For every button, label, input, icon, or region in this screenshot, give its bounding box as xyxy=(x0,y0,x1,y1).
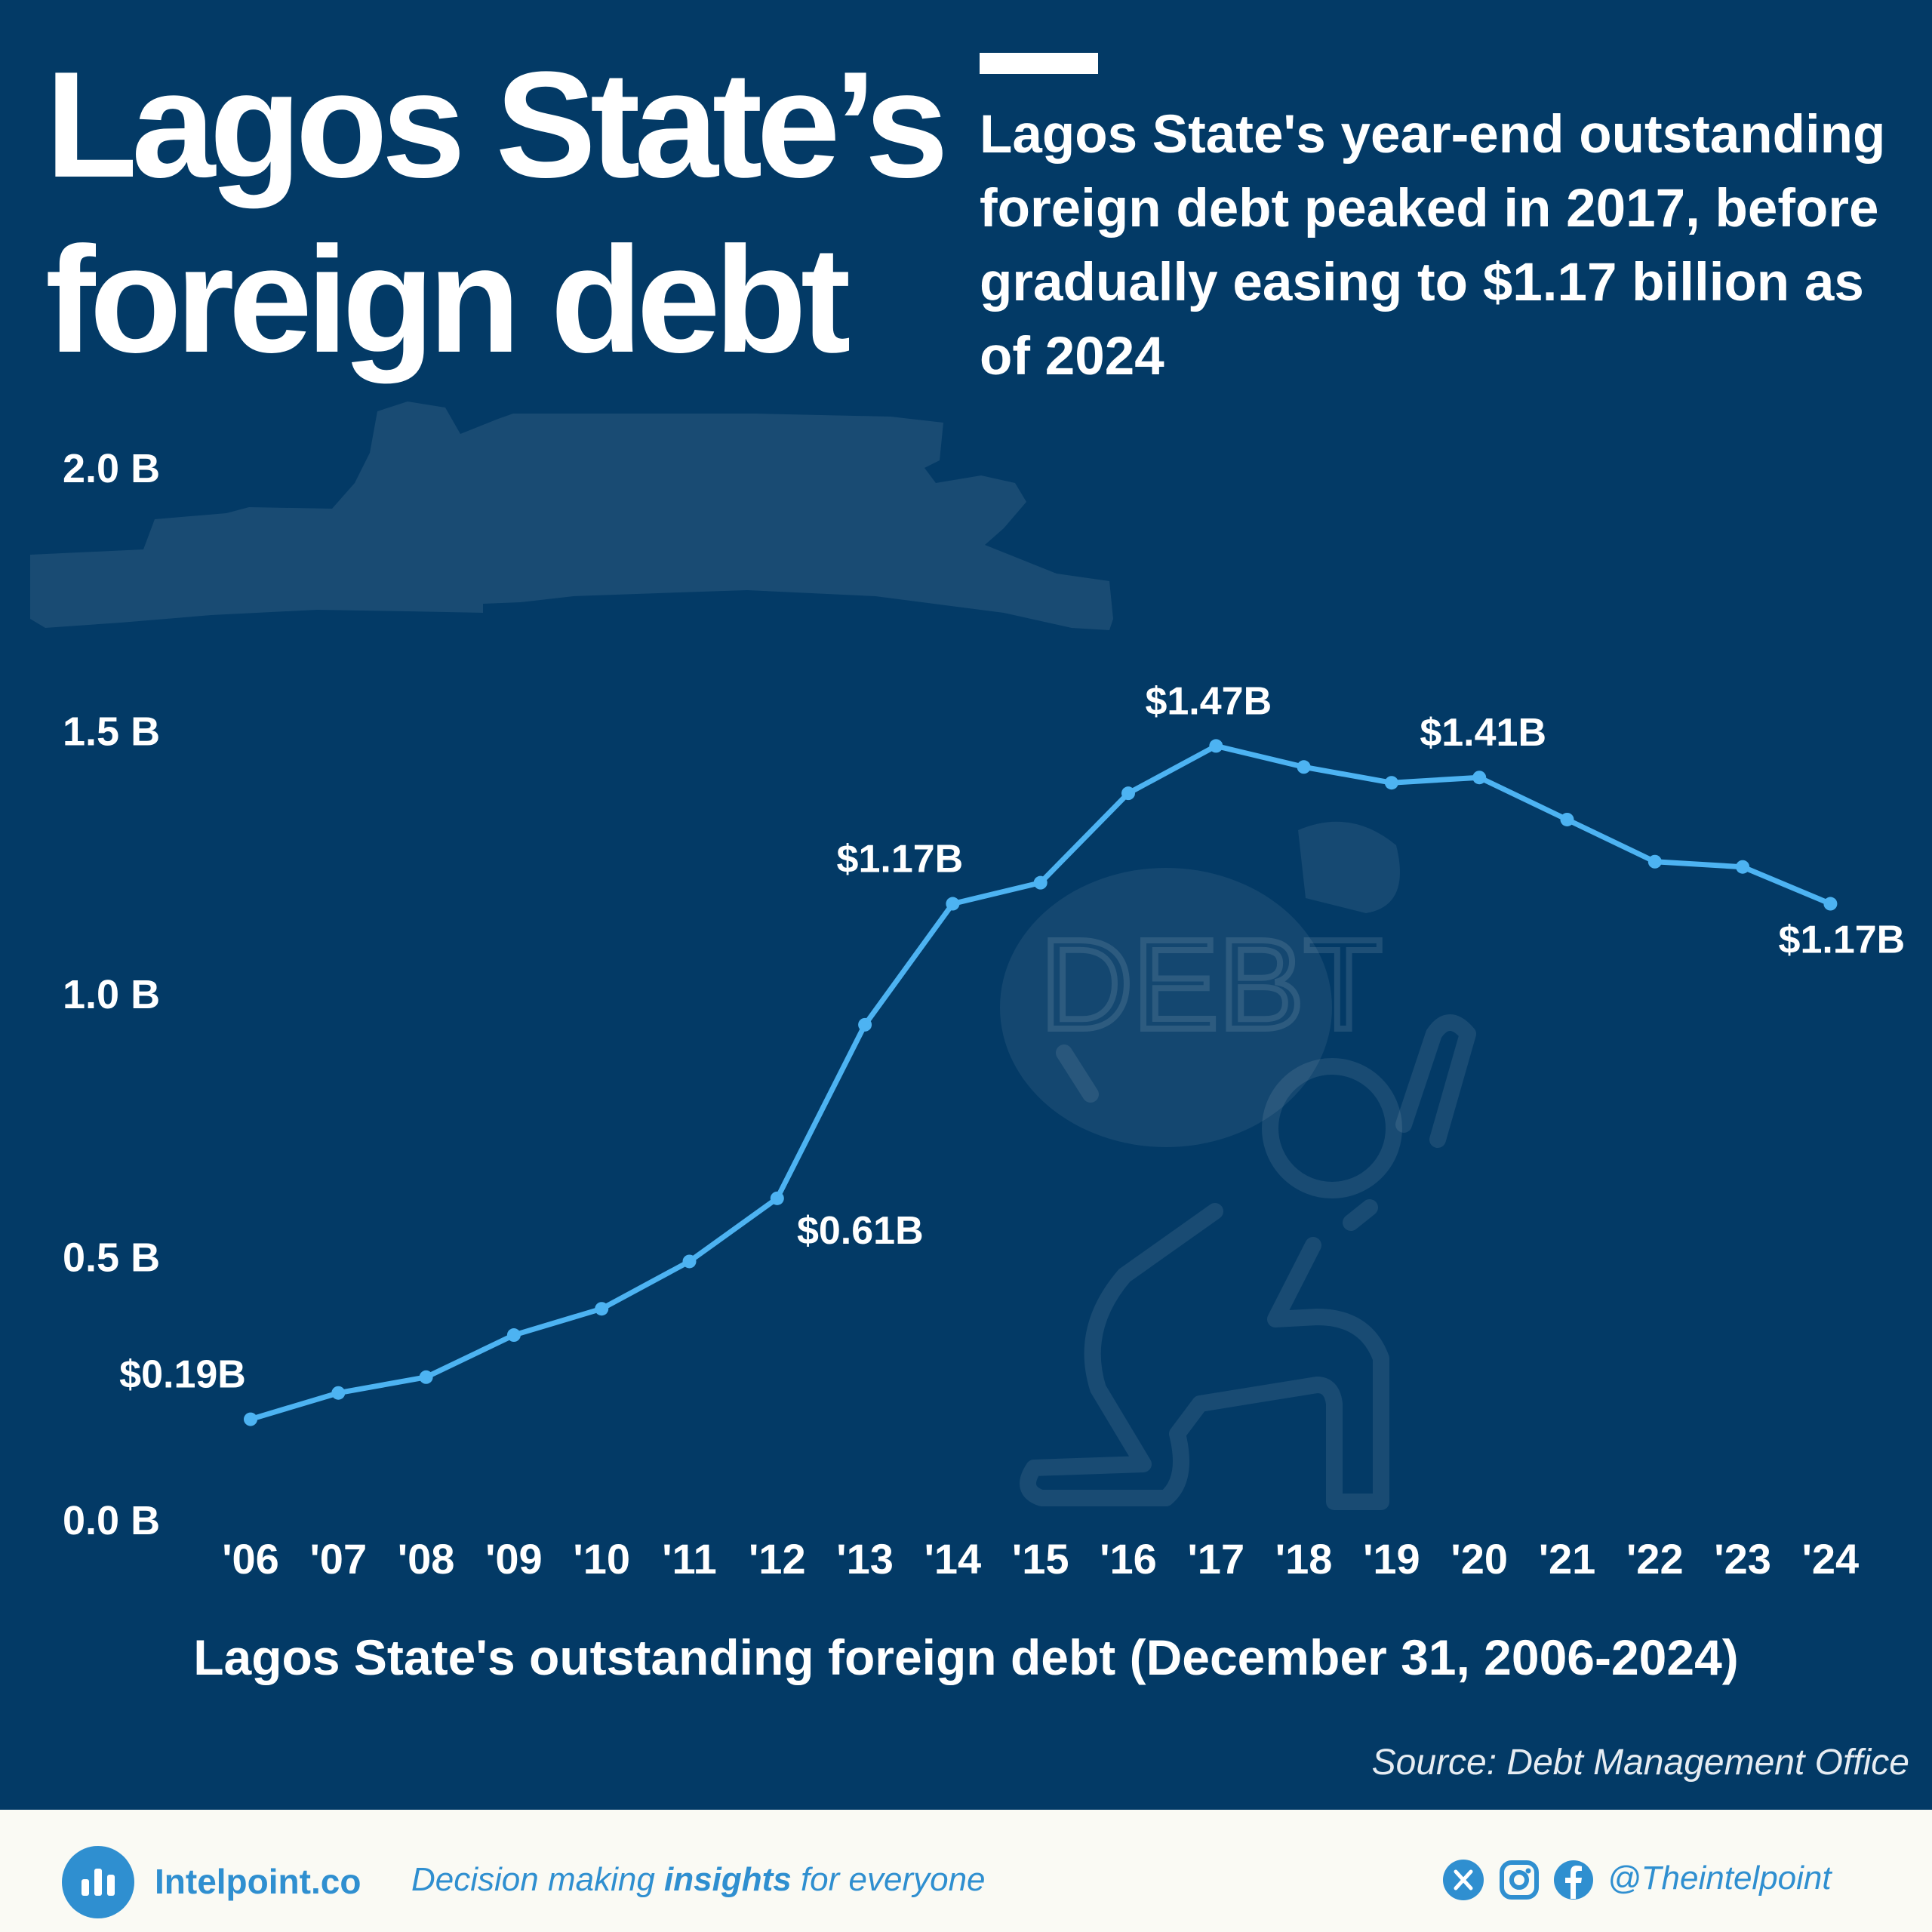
debt-bag-knot xyxy=(1298,821,1400,913)
x-tick-label: '09 xyxy=(485,1535,543,1583)
x-axis-ticks: '06 '07 '08 '09 '10 '11 '12 '13 '14 '15 '16 '17 '18 '… xyxy=(222,1535,1859,1583)
data-point xyxy=(1209,739,1223,753)
x-tick-label: '22 xyxy=(1626,1535,1684,1583)
debt-bag-illustration xyxy=(1000,821,1476,1510)
data-point xyxy=(1033,875,1048,890)
carrier-arm-right xyxy=(1343,1014,1476,1231)
x-tick-label: '17 xyxy=(1187,1535,1244,1583)
data-point xyxy=(682,1254,697,1269)
x-tick-label: '16 xyxy=(1100,1535,1157,1583)
facebook-icon[interactable] xyxy=(1553,1860,1594,1900)
data-point xyxy=(1736,860,1750,874)
title-line-1: Lagos State’s xyxy=(45,41,949,209)
x-tick-label: '21 xyxy=(1539,1535,1596,1583)
subtitle: Lagos State's year-end outstanding forei… xyxy=(980,105,1886,386)
lagos-map-silhouette xyxy=(30,401,1113,630)
data-label: $1.17B xyxy=(837,838,964,881)
carrier-head xyxy=(1262,1058,1402,1198)
data-label: $1.17B xyxy=(1779,918,1906,962)
tagline: Decision making insights for everyone xyxy=(411,1861,986,1899)
data-point xyxy=(1560,812,1574,826)
carrier-arm-left xyxy=(1056,1044,1099,1103)
instagram-icon[interactable] xyxy=(1499,1860,1540,1900)
data-labels: $0.19B $0.61B $1.17B $1.47B $1.41B $1.17B xyxy=(119,679,1905,1396)
y-tick-label: 1.5 B xyxy=(63,709,160,755)
chart: DEBT 0.0 B 0.5 B 1.0 B 1.5 B 2.0 B '06 '07 '08… xyxy=(30,401,1905,1583)
x-tick-label: '19 xyxy=(1363,1535,1420,1583)
page-title: Lagos State’s foreign debt xyxy=(45,38,951,388)
x-icon[interactable] xyxy=(1443,1860,1484,1900)
data-point xyxy=(946,897,960,911)
data-label: $1.41B xyxy=(1420,711,1546,755)
data-point xyxy=(244,1412,257,1426)
x-tick-label: '08 xyxy=(398,1535,455,1583)
data-point xyxy=(1297,760,1311,774)
y-tick-label: 1.0 B xyxy=(63,972,160,1017)
y-tick-label: 0.5 B xyxy=(63,1235,160,1281)
data-point xyxy=(1472,771,1487,785)
y-tick-label: 0.0 B xyxy=(63,1498,160,1543)
intelpoint-logo-icon[interactable] xyxy=(62,1846,134,1918)
data-point xyxy=(331,1386,346,1400)
x-tick-label: '20 xyxy=(1451,1535,1508,1583)
footer: Intelpoint.co Decision making insights f… xyxy=(0,1810,1932,1932)
x-tick-label: '15 xyxy=(1012,1535,1069,1583)
title-accent-dash xyxy=(980,53,1098,74)
data-point xyxy=(419,1370,433,1384)
data-label: $0.19B xyxy=(119,1353,246,1397)
data-point xyxy=(1384,776,1398,790)
data-point xyxy=(595,1302,609,1316)
x-tick-label: '10 xyxy=(573,1535,630,1583)
debt-bag-body xyxy=(1000,868,1332,1147)
data-point xyxy=(858,1017,872,1032)
y-axis-ticks: 0.0 B 0.5 B 1.0 B 1.5 B 2.0 B xyxy=(63,446,160,1543)
data-point xyxy=(1823,897,1838,911)
x-tick-label: '13 xyxy=(836,1535,894,1583)
data-point xyxy=(506,1328,521,1343)
source-note: Source: Debt Management Office xyxy=(1371,1743,1909,1783)
data-point xyxy=(770,1191,784,1205)
data-point xyxy=(1647,854,1662,869)
x-tick-label: '24 xyxy=(1802,1535,1860,1583)
y-tick-label: 2.0 B xyxy=(63,446,160,491)
x-tick-label: '23 xyxy=(1714,1535,1771,1583)
brand-link[interactable]: Intelpoint.co xyxy=(155,1862,361,1901)
social-handle[interactable]: @Theintelpoint xyxy=(1607,1860,1832,1897)
debt-watermark-text: DEBT xyxy=(1040,913,1382,1057)
x-tick-label: '14 xyxy=(924,1535,982,1583)
x-tick-label: '11 xyxy=(662,1535,717,1583)
tagline-bold: insights xyxy=(664,1861,792,1898)
data-label: $0.61B xyxy=(797,1209,924,1253)
data-point xyxy=(1121,786,1135,801)
carrier-body xyxy=(1020,1203,1389,1510)
data-label: $1.47B xyxy=(1145,679,1272,723)
x-tick-label: '06 xyxy=(222,1535,279,1583)
title-line-2: foreign debt xyxy=(45,216,851,384)
data-points xyxy=(244,739,1838,1426)
x-tick-label: '18 xyxy=(1275,1535,1333,1583)
x-tick-label: '12 xyxy=(749,1535,806,1583)
x-tick-label: '07 xyxy=(309,1535,367,1583)
x-axis-label: Lagos State's outstanding foreign debt (… xyxy=(193,1629,1739,1685)
tagline-post: for everyone xyxy=(791,1861,986,1898)
tagline-pre: Decision making xyxy=(411,1861,665,1898)
